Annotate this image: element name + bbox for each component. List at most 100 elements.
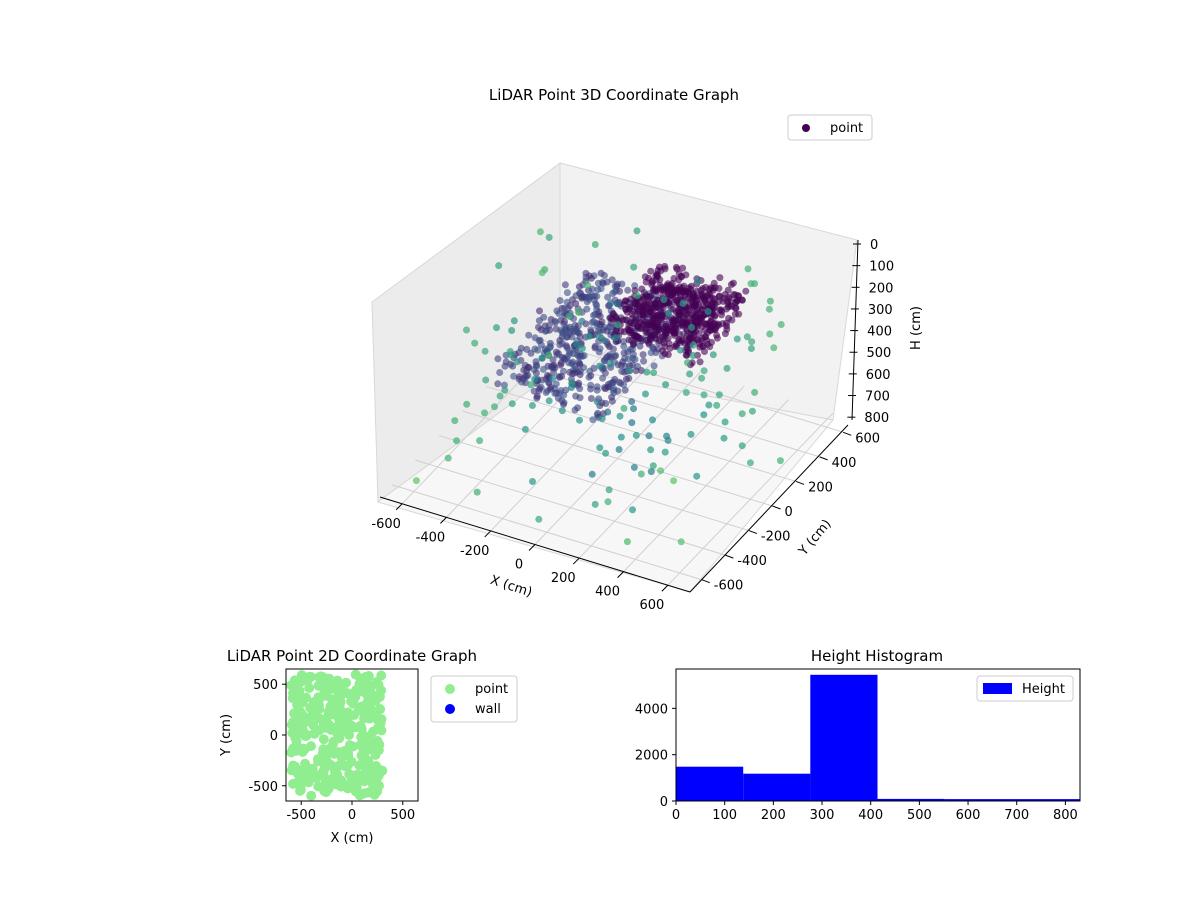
point-3d [558,407,566,415]
point-2d [343,720,354,731]
point-3d [653,321,660,329]
point-3d [629,341,637,349]
grid-line-y [485,385,797,482]
point-3d [713,331,721,339]
point-3d [704,308,712,316]
point-3d [682,351,690,359]
point-3d [564,333,571,341]
point-3d [594,279,602,287]
point-3d [721,291,729,298]
point-3d [733,335,741,343]
point-3d [620,404,628,412]
point-3d [501,386,509,394]
point-3d [705,401,713,409]
point-3d [725,314,733,322]
point-3d [565,347,573,355]
point-3d [531,375,539,383]
point-3d [609,378,617,386]
point-2d [290,733,301,743]
point-2d [306,790,317,801]
point-3d [513,358,521,366]
point-2d [299,718,309,729]
point-3d [664,326,671,334]
point-3d [629,506,636,514]
point-3d [493,324,500,332]
point-3d [710,319,718,327]
point-3d [614,321,622,329]
point-3d [549,375,557,383]
point-3d [527,349,535,357]
y-tick-label-histogram: 4000 [635,702,668,717]
point-3d [533,392,541,400]
point-2d [343,748,354,759]
point-3d [682,271,690,279]
histogram-bars [676,674,1080,801]
point-3d [500,381,508,389]
point-3d [604,293,612,301]
point-3d [747,345,755,352]
point-3d [686,370,694,378]
point-2d [335,704,346,715]
point-3d [652,276,660,284]
point-3d [727,281,735,288]
point-3d [670,477,678,485]
point-3d [587,372,595,380]
point-3d [476,437,484,445]
pane-floor [376,367,834,593]
point-2d [305,671,316,682]
point-3d [679,300,687,307]
point-3d [671,331,678,339]
x-tick-label-3d: -200 [460,544,490,559]
point-3d [620,328,628,336]
legend-histogram-swatch [983,683,1012,694]
legend-2d-marker-wall [445,704,455,714]
point-3d [602,449,610,457]
point-3d [532,358,540,366]
point-3d [647,349,655,357]
point-2d [289,708,300,719]
point-3d [576,385,584,393]
point-3d [684,359,691,367]
point-3d [602,400,610,407]
point-3d [665,310,673,318]
plot-3d: LiDAR Point 3D Coordinate Graph -600 -400… [371,86,924,613]
point-3d [598,318,606,326]
point-3d [604,498,612,506]
x-tick-3d [440,517,447,524]
point-2d [315,692,326,703]
point-3d [596,345,604,353]
point-3d [657,467,665,475]
x-tick-label-3d: 0 [515,558,523,573]
point-3d [723,364,731,372]
histogram-title: Height Histogram [811,647,943,665]
point-3d [520,375,528,383]
point-2d [373,717,384,728]
point-3d [628,419,636,427]
point-3d [494,355,502,363]
point-3d [643,336,651,344]
point-3d [595,308,603,316]
point-3d [520,366,528,374]
point-3d [643,301,651,309]
point-2d [318,734,329,745]
legend-2d-label-point: point [475,682,508,697]
point-3d [566,302,574,310]
point-3d [575,308,582,316]
legend-3d-label: point [830,121,863,136]
point-3d [633,227,641,235]
point-3d [614,300,622,308]
point-3d [638,285,646,293]
point-3d [639,306,647,314]
point-3d [552,325,560,333]
point-3d [630,405,637,413]
point-3d [569,358,577,366]
point-3d [585,332,593,340]
point-3d [626,367,634,374]
point-3d [557,361,565,369]
x-tick-label-2d: 500 [390,808,415,823]
point-3d [675,337,683,345]
y-tick-label-3d: -200 [761,530,791,545]
point-3d [618,367,626,375]
point-3d [691,303,699,310]
points-2d [286,669,388,801]
